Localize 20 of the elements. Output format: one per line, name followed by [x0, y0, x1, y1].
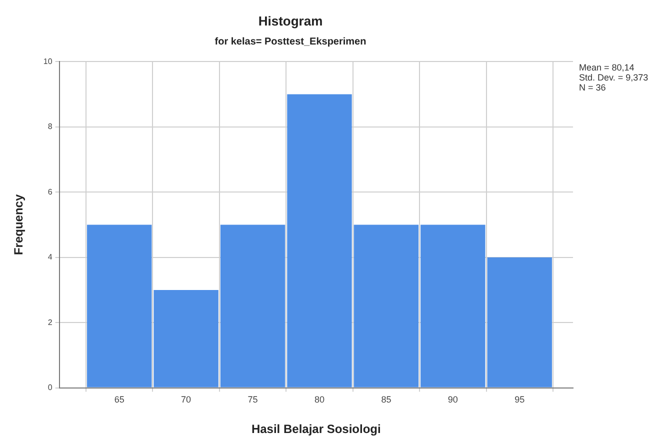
text: Mean = 80,14 — [579, 62, 634, 73]
y-tick-label: 8 — [48, 122, 53, 132]
x-tick-label: 90 — [448, 394, 458, 405]
x-tick-label: 65 — [114, 394, 124, 405]
chart-subtitle: for kelas= Posttest_Eksperimen — [214, 36, 366, 48]
chart-title: Histogram — [258, 13, 323, 28]
x-tick-label: 85 — [381, 394, 392, 405]
y-axis-title: Frequency — [12, 194, 26, 256]
x-tick-label: 75 — [248, 394, 258, 405]
y-tick-label: 6 — [48, 187, 53, 196]
x-tick-label: 70 — [181, 394, 192, 405]
text: N = 36 — [579, 82, 606, 93]
y-tick-label: 2 — [48, 318, 53, 327]
text: Std. Dev. = 9,373 — [579, 72, 648, 83]
x-tick-label: 95 — [514, 394, 525, 405]
y-tick-label: 4 — [48, 252, 53, 262]
x-tick-label: 80 — [314, 394, 324, 405]
y-tick-label: 10 — [43, 56, 53, 66]
y-tick-label: 0 — [48, 383, 53, 392]
x-axis-title: Hasil Belajar Sosiologi — [251, 422, 381, 436]
